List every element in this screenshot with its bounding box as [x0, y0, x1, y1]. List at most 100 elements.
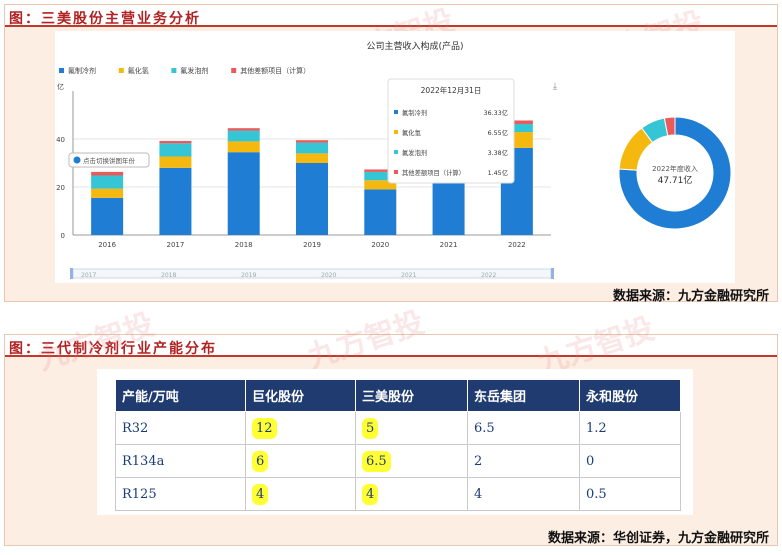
tooltip-swatch: [394, 110, 398, 114]
bar-segment[interactable]: [227, 141, 260, 153]
switch-pie-year-button[interactable]: [68, 152, 150, 168]
capacity-table: 产能/万吨 巨化股份 三美股份 东岳集团 永和股份 R32 12 5 6.5 1…: [115, 379, 681, 511]
legend-swatch[interactable]: [171, 68, 177, 73]
watermark: 九方智投: [303, 305, 429, 376]
table-cell: 4: [467, 477, 580, 511]
table-cell: 2: [467, 444, 580, 478]
bar-segment[interactable]: [296, 142, 328, 154]
table-cell: 5: [355, 411, 468, 445]
highlighted-value: 4: [252, 483, 269, 505]
slider-year-label: 2021: [401, 272, 416, 279]
table-header: 三美股份: [355, 379, 468, 412]
bar-segment[interactable]: [159, 140, 192, 144]
bar-segment[interactable]: [159, 156, 192, 168]
slider-year-label: 2020: [321, 272, 336, 279]
bar-segment[interactable]: [91, 175, 124, 189]
table-cell: 6.5: [355, 444, 468, 478]
x-tick-label: 2020: [371, 241, 389, 249]
bar-segment[interactable]: [364, 171, 397, 181]
bar-segment[interactable]: [296, 140, 328, 143]
table-cell: 4: [245, 477, 356, 511]
info-icon: [73, 156, 81, 164]
slider-year-label: 2019: [241, 272, 256, 279]
table-cell: 6.5: [467, 411, 580, 445]
legend-swatch[interactable]: [231, 68, 237, 73]
table-cell: 6: [245, 444, 356, 478]
table-header: 产能/万吨: [115, 379, 246, 412]
download-icon[interactable]: ⤓: [553, 82, 557, 92]
watermark: 九方智投: [33, 307, 159, 378]
tooltip-swatch: [394, 130, 398, 134]
slider-handle-right[interactable]: [551, 268, 554, 279]
table-cell: 0: [579, 444, 681, 478]
highlighted-value: 6: [252, 450, 269, 472]
bar-segment[interactable]: [159, 167, 192, 235]
panel-title-bar: 图：三美股份主营业务分析: [5, 5, 777, 27]
donut-slice[interactable]: [663, 116, 676, 137]
tooltip-name: 氟制冷剂: [402, 108, 427, 117]
y-tick-label: 20: [56, 184, 65, 192]
bar-segment[interactable]: [500, 120, 533, 124]
bar-segment[interactable]: [364, 180, 397, 190]
table-cell: 0.5: [579, 477, 681, 511]
table-cell: R134a: [115, 444, 246, 478]
bar-segment[interactable]: [296, 163, 328, 235]
bar-segment[interactable]: [227, 152, 260, 235]
x-tick-label: 2018: [235, 241, 253, 249]
table-cell: 12: [245, 411, 356, 445]
legend-label[interactable]: 氟化氢: [128, 66, 149, 75]
bar-segment[interactable]: [227, 130, 260, 142]
chart-area: 公司主营收入构成(产品) 氟制冷剂 氟化氢 氟发泡剂 其他差额项目（计算） ⤓ 亿 0 20 40…: [55, 31, 735, 283]
stacked-bar-chart: 公司主营收入构成(产品)氟制冷剂 氟化氢 氟发泡剂 其他差额项目（计算）⤓亿02040…: [56, 40, 732, 279]
timeline-slider[interactable]: [72, 268, 552, 279]
table-row: R125 4 4 4 0.5: [115, 477, 681, 511]
table-cell: 1.2: [579, 411, 681, 445]
tooltip-value: 6.55亿: [488, 128, 508, 137]
y-axis-unit: 亿: [57, 82, 64, 91]
panel-title: 图：三美股份主营业务分析: [9, 11, 201, 27]
y-tick-label: 40: [56, 136, 65, 144]
slider-handle-left[interactable]: [70, 268, 73, 279]
panel-title: 图：三代制冷剂行业产能分布: [9, 341, 217, 357]
x-tick-label: 2022: [508, 241, 526, 249]
chart-title: 公司主营收入构成(产品): [366, 40, 463, 52]
legend-label[interactable]: 氟发泡剂: [180, 66, 208, 75]
x-tick-label: 2021: [440, 241, 458, 249]
bar-segment[interactable]: [364, 189, 397, 235]
legend-swatch[interactable]: [59, 68, 64, 73]
table-header-row: 产能/万吨 巨化股份 三美股份 东岳集团 永和股份: [115, 379, 681, 412]
tooltip-name: 氟化氢: [402, 128, 422, 137]
panel-title-bar: 图：三代制冷剂行业产能分布: [5, 335, 777, 357]
source-text: 数据来源：华创证券，九方金融研究所: [547, 531, 769, 546]
legend-swatch[interactable]: [118, 68, 124, 73]
bar-segment[interactable]: [500, 123, 533, 133]
bar-segment[interactable]: [159, 143, 192, 157]
legend-label[interactable]: 其他差额项目（计算）: [240, 66, 310, 75]
bar-segment[interactable]: [296, 153, 328, 163]
table-cell: 4: [355, 477, 468, 511]
highlighted-value: 12: [252, 417, 277, 439]
main-business-panel: 图：三美股份主营业务分析 九方智投 九方智投 公司主营收入构成(产品)氟制冷剂氟…: [4, 3, 778, 304]
x-tick-label: 2017: [167, 241, 185, 249]
bar-segment[interactable]: [91, 197, 124, 235]
tooltip-name: 氟发泡剂: [402, 148, 427, 157]
y-tick-label: 0: [61, 232, 65, 240]
donut-center-value: 47.71亿: [658, 174, 693, 186]
table-row: R32 12 5 6.5 1.2: [115, 411, 681, 445]
table-header: 东岳集团: [467, 379, 580, 412]
highlighted-value: 6.5: [362, 450, 391, 472]
slider-year-label: 2022: [481, 272, 496, 279]
x-tick-label: 2019: [303, 241, 321, 249]
tooltip-date: 2022年12月31日: [421, 85, 482, 95]
table-row: R134a 6 6.5 2 0: [115, 444, 681, 478]
slider-year-label: 2017: [81, 272, 96, 279]
bar-segment[interactable]: [364, 169, 397, 172]
bar-segment[interactable]: [227, 128, 260, 131]
bar-segment[interactable]: [91, 171, 124, 176]
tooltip-value: 1.45亿: [488, 168, 508, 177]
slider-year-label: 2018: [161, 272, 176, 279]
donut-slice[interactable]: [618, 116, 732, 230]
tooltip-value: 3.38亿: [488, 148, 508, 157]
bar-segment[interactable]: [91, 188, 124, 198]
legend-label[interactable]: 氟制冷剂: [68, 66, 96, 75]
